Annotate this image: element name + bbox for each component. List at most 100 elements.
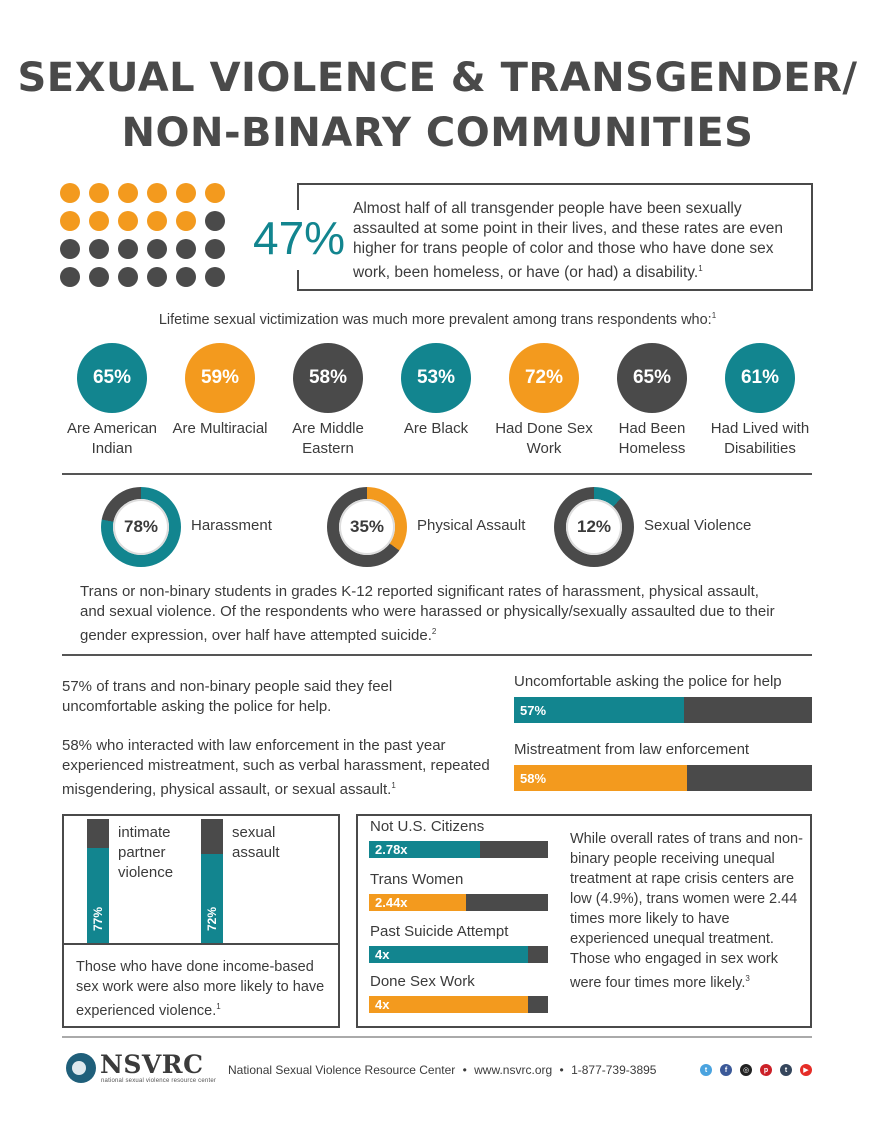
rc-bar-label: Past Suicide Attempt [370, 923, 509, 940]
lifetime-circle: 59% [185, 343, 255, 413]
lifetime-heading: Lifetime sexual victimization was much m… [0, 311, 875, 328]
intro-percent: 47% [253, 212, 346, 264]
police-bar-label: Uncomfortable asking the police for help [514, 673, 782, 690]
dot-highlighted [205, 183, 225, 203]
nsvrc-logo-text[interactable]: NSVRC [100, 1050, 204, 1079]
sexwork-box-divider [62, 943, 340, 945]
donut-value: 12% [566, 499, 622, 555]
rc-bar-value: 4x [375, 997, 390, 1012]
dot-grid-47-percent [60, 183, 230, 293]
sexwork-bar-fill [87, 847, 109, 943]
police-footnote: 1 [391, 781, 396, 790]
police-para-2-body: 58% who interacted with law enforcement … [62, 737, 490, 798]
lifetime-circle: 65% [77, 343, 147, 413]
footer-separator-1: • [462, 1063, 467, 1077]
students-text: Trans or non-binary students in grades K… [80, 582, 780, 646]
police-bar: 58% [514, 765, 812, 791]
rape-crisis-text: While overall rates of trans and non-bin… [570, 829, 805, 993]
footer-contact: National Sexual Violence Resource Center… [228, 1063, 656, 1077]
donut-chart: 78% [101, 487, 181, 567]
twitter-icon[interactable]: t [700, 1064, 712, 1076]
youtube-icon[interactable]: ▶ [800, 1064, 812, 1076]
rc-bar-label: Not U.S. Citizens [370, 818, 485, 835]
dot-base [147, 267, 167, 287]
rape-crisis-text-body: While overall rates of trans and non-bin… [570, 831, 803, 991]
intro-text: Almost half of all transgender people ha… [353, 199, 798, 283]
sexwork-bar-label: sexual assault [232, 824, 280, 861]
sexwork-bar: 77% [87, 819, 109, 943]
sexwork-bar-label: intimate partner violence [118, 824, 174, 881]
dot-highlighted [89, 183, 109, 203]
rc-bar: 2.78x [369, 841, 548, 858]
rc-bar-fill [369, 946, 529, 963]
lifetime-label: Had Been Homeless [618, 420, 686, 457]
footer-separator-2: • [559, 1063, 564, 1077]
rc-bar: 4x [369, 996, 548, 1013]
lifetime-circle: 65% [617, 343, 687, 413]
dot-base [205, 211, 225, 231]
dot-base [147, 239, 167, 259]
donut-chart: 12% [554, 487, 634, 567]
tumblr-icon[interactable]: t [780, 1064, 792, 1076]
lifetime-circle: 58% [293, 343, 363, 413]
divider-1 [62, 473, 812, 475]
sexwork-box [62, 814, 340, 1028]
dot-base [205, 239, 225, 259]
dot-highlighted [60, 211, 80, 231]
students-text-body: Trans or non-binary students in grades K… [80, 583, 775, 644]
rc-bar-value: 4x [375, 947, 390, 962]
dot-highlighted [118, 211, 138, 231]
rape-crisis-box [356, 814, 812, 1028]
lifetime-circle: 61% [725, 343, 795, 413]
dot-base [118, 267, 138, 287]
lifetime-heading-text: Lifetime sexual victimization was much m… [158, 311, 712, 328]
dot-base [60, 239, 80, 259]
dot-highlighted [60, 183, 80, 203]
dot-highlighted [176, 183, 196, 203]
page-title-line-1: SEXUAL VIOLENCE & TRANSGENDER/ [17, 55, 858, 101]
lifetime-label: Had Lived with Disabilities [710, 420, 810, 457]
instagram-icon[interactable]: ◎ [740, 1064, 752, 1076]
rc-bar-label: Trans Women [370, 871, 464, 888]
lifetime-label: Are American Indian [66, 420, 158, 457]
footer-website-link[interactable]: www.nsvrc.org [474, 1063, 553, 1077]
lifetime-circle: 53% [401, 343, 471, 413]
police-bar-value: 57% [520, 702, 547, 718]
divider-2 [62, 654, 812, 656]
intro-text-body: Almost half of all transgender people ha… [353, 200, 783, 282]
police-para-2: 58% who interacted with law enforcement … [62, 736, 492, 800]
dot-base [176, 267, 196, 287]
intro-footnote: 1 [698, 264, 703, 273]
rc-bar-value: 2.44x [375, 895, 408, 910]
donut-label: Physical Assault [417, 517, 526, 534]
rc-bar-fill [369, 996, 529, 1013]
pinterest-icon[interactable]: p [760, 1064, 772, 1076]
rc-bar-label: Done Sex Work [370, 973, 475, 990]
rape-crisis-footnote: 3 [745, 974, 750, 983]
donut-value: 78% [113, 499, 169, 555]
dot-base [60, 267, 80, 287]
police-bar: 57% [514, 697, 812, 723]
lifetime-footnote: 1 [711, 311, 717, 320]
footer-org: National Sexual Violence Resource Center [228, 1063, 456, 1077]
sexwork-footnote: 1 [216, 1002, 221, 1011]
facebook-icon[interactable]: f [720, 1064, 732, 1076]
sexwork-text-body: Those who have done income-based sex wor… [76, 959, 325, 1019]
rc-bar-value: 2.78x [375, 842, 408, 857]
dot-base [118, 239, 138, 259]
footer-phone: 1-877-739-3895 [571, 1063, 657, 1077]
donut-label: Sexual Violence [644, 517, 752, 534]
dot-highlighted [176, 211, 196, 231]
dot-highlighted [147, 211, 167, 231]
rc-bar-fill [369, 894, 467, 911]
lifetime-label: Had Done Sex Work [495, 420, 593, 457]
sexwork-bar-value: 72% [205, 906, 219, 932]
police-bar-fill [514, 765, 687, 791]
sexwork-bar: 72% [201, 819, 223, 943]
lifetime-circle: 72% [509, 343, 579, 413]
lifetime-label: Are Middle Eastern [292, 420, 364, 457]
nsvrc-logo-globe-icon [66, 1053, 96, 1083]
sexwork-bar-value: 77% [91, 906, 105, 932]
dot-base [89, 239, 109, 259]
dot-base [89, 267, 109, 287]
